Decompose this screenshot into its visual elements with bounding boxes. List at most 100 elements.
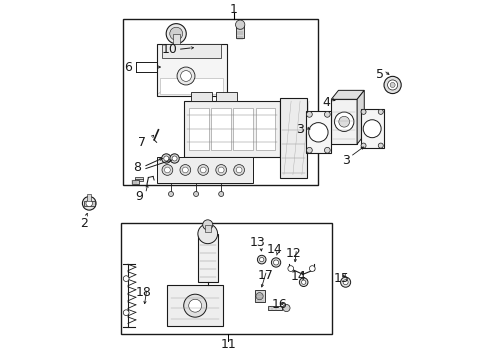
Circle shape — [162, 165, 172, 175]
Bar — [190, 92, 212, 101]
Text: 3: 3 — [296, 123, 304, 136]
Circle shape — [182, 167, 188, 173]
Circle shape — [360, 109, 366, 114]
Bar — [233, 108, 253, 149]
Circle shape — [86, 200, 92, 207]
Circle shape — [203, 220, 212, 230]
Polygon shape — [330, 90, 364, 99]
Bar — [236, 25, 244, 39]
Circle shape — [198, 165, 208, 175]
Text: 4: 4 — [322, 96, 329, 109]
Circle shape — [236, 167, 242, 173]
Bar — [198, 234, 217, 282]
Bar — [135, 177, 142, 181]
Text: 18: 18 — [135, 287, 151, 300]
Bar — [156, 157, 253, 183]
Circle shape — [306, 147, 312, 153]
Circle shape — [218, 167, 224, 173]
Text: 6: 6 — [124, 60, 132, 73]
Circle shape — [338, 116, 349, 127]
Circle shape — [360, 143, 366, 148]
Circle shape — [218, 192, 223, 197]
Bar — [131, 180, 139, 184]
Circle shape — [164, 167, 170, 173]
Circle shape — [235, 20, 244, 30]
Circle shape — [389, 82, 394, 87]
Text: 11: 11 — [220, 338, 236, 351]
Circle shape — [215, 165, 226, 175]
Circle shape — [324, 147, 329, 153]
Bar — [330, 99, 356, 144]
Text: 16: 16 — [271, 298, 287, 311]
Circle shape — [177, 67, 195, 85]
Text: 8: 8 — [133, 161, 141, 174]
Circle shape — [378, 109, 383, 114]
Circle shape — [172, 156, 177, 161]
Bar — [305, 111, 330, 153]
Text: 2: 2 — [80, 216, 88, 230]
Circle shape — [169, 154, 179, 163]
Text: 9: 9 — [135, 190, 142, 203]
Text: 5: 5 — [375, 68, 383, 81]
Circle shape — [200, 167, 206, 173]
Circle shape — [82, 197, 96, 210]
Circle shape — [273, 260, 278, 265]
Circle shape — [257, 255, 265, 264]
Bar — [267, 306, 282, 310]
Text: 17: 17 — [257, 269, 273, 282]
Text: 12: 12 — [285, 247, 301, 260]
Text: 14: 14 — [290, 270, 306, 283]
Text: 10: 10 — [161, 42, 177, 55]
Circle shape — [163, 156, 168, 161]
Circle shape — [378, 143, 383, 148]
Polygon shape — [356, 90, 364, 144]
Circle shape — [233, 165, 244, 175]
Circle shape — [306, 112, 312, 117]
Text: 13: 13 — [249, 236, 264, 249]
Circle shape — [162, 154, 171, 163]
Circle shape — [282, 305, 289, 312]
Bar — [204, 225, 210, 232]
Bar — [183, 101, 280, 157]
Circle shape — [309, 266, 314, 271]
Circle shape — [287, 266, 293, 271]
Bar — [188, 108, 208, 149]
Bar — [83, 201, 94, 206]
Bar — [156, 44, 226, 96]
Circle shape — [166, 24, 186, 44]
Bar — [162, 44, 221, 58]
Circle shape — [363, 120, 380, 138]
Bar — [255, 108, 275, 149]
Circle shape — [387, 80, 397, 90]
Circle shape — [383, 76, 400, 94]
Bar — [160, 78, 223, 94]
Bar — [360, 109, 383, 148]
Text: 15: 15 — [333, 272, 349, 285]
Circle shape — [324, 112, 329, 117]
Bar — [121, 223, 332, 334]
Circle shape — [198, 224, 217, 244]
Circle shape — [299, 278, 307, 287]
Circle shape — [169, 27, 183, 40]
Bar — [122, 19, 317, 185]
Circle shape — [340, 277, 350, 287]
Circle shape — [180, 165, 190, 175]
Text: 1: 1 — [229, 3, 237, 16]
Text: 7: 7 — [138, 136, 146, 149]
Circle shape — [343, 280, 347, 285]
Circle shape — [193, 192, 198, 197]
Bar — [87, 194, 91, 201]
Circle shape — [180, 71, 191, 81]
Circle shape — [188, 299, 201, 312]
Circle shape — [301, 280, 305, 284]
Bar — [215, 92, 237, 101]
Circle shape — [259, 257, 264, 262]
Circle shape — [183, 294, 206, 317]
Bar — [172, 34, 180, 44]
Circle shape — [123, 276, 129, 282]
Circle shape — [168, 192, 173, 197]
Bar — [211, 108, 230, 149]
Bar — [167, 285, 223, 326]
Bar — [254, 291, 264, 302]
Text: 3: 3 — [341, 154, 349, 167]
